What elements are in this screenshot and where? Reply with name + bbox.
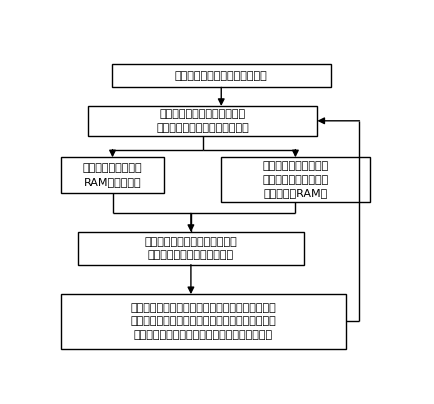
Bar — [61, 157, 164, 193]
Bar — [78, 232, 303, 265]
Text: 对控制指令或反馈信号进行处
理，并生成时钟信号和动作信号: 对控制指令或反馈信号进行处 理，并生成时钟信号和动作信号 — [156, 109, 249, 133]
Text: 对时钟信号进行处理，
生成同步时钟信号并存
储在双端口RAM中: 对时钟信号进行处理， 生成同步时钟信号并存 储在双端口RAM中 — [262, 161, 328, 198]
Text: 差分输出电路对指令脉冲数据进行处理，生成轴运
动的控制脉冲指令，将各轴的控制脉冲指令同步发
出，并控制多个轴同步运动，同时产生反馈信号: 差分输出电路对指令脉冲数据进行处理，生成轴运 动的控制脉冲指令，将各轴的控制脉冲… — [130, 303, 276, 340]
Text: 动作信号输入双端口
RAM中进行保存: 动作信号输入双端口 RAM中进行保存 — [82, 164, 142, 187]
Text: 向计算机输入轴运动的控制指令: 向计算机输入轴运动的控制指令 — [174, 71, 267, 81]
Text: 对动作信号以及同步时钟信号进
行处理，并生成指令脉冲数据: 对动作信号以及同步时钟信号进 行处理，并生成指令脉冲数据 — [144, 237, 237, 260]
Bar — [61, 294, 345, 349]
Bar — [88, 106, 317, 136]
Bar — [112, 64, 330, 87]
Bar — [221, 157, 369, 202]
